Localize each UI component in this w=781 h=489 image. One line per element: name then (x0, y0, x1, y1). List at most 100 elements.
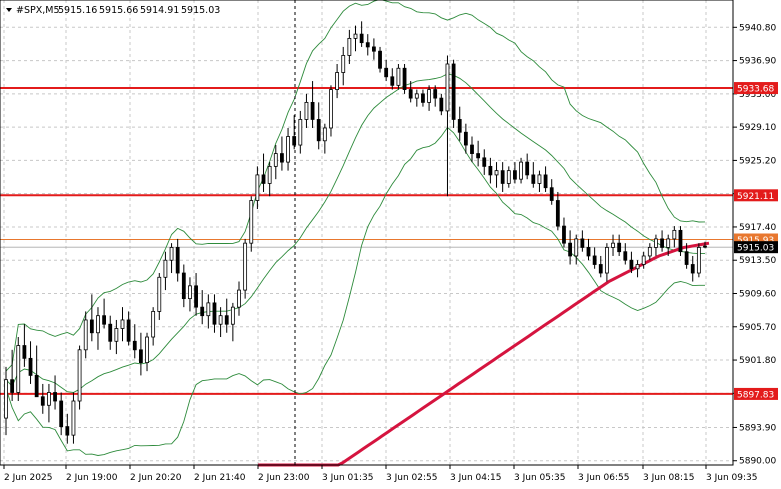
candle-body (181, 272, 186, 300)
candle-body (280, 153, 284, 163)
candle (457, 106, 462, 141)
candle-body (611, 242, 615, 248)
candle (488, 157, 493, 184)
candle-body (267, 165, 272, 184)
level-badge-label: 5915.93 (737, 236, 774, 246)
band-upper (5, 0, 706, 372)
candle (365, 34, 370, 56)
candle-body (562, 225, 566, 244)
candle-body (261, 174, 266, 184)
y-tick-label: 5929.10 (739, 123, 776, 133)
current-price-label: 5915.03 (737, 244, 774, 254)
level-badge (734, 189, 778, 202)
candle (114, 319, 119, 355)
candle (592, 247, 597, 269)
candle (316, 102, 321, 150)
level-badge-label: 5933.68 (737, 85, 774, 95)
candle-body (457, 119, 462, 133)
candle-body (365, 42, 370, 48)
candle-body (537, 174, 542, 184)
candle (157, 273, 162, 320)
candle (212, 294, 217, 333)
candle-body (316, 119, 321, 142)
candle (414, 89, 419, 107)
candle-body (506, 170, 511, 184)
candle (280, 136, 284, 171)
y-tick-label: 5940.80 (739, 23, 776, 33)
collapse-triangle-icon[interactable] (6, 8, 12, 12)
candle-body (218, 315, 223, 325)
candle (543, 166, 548, 192)
candle (562, 217, 566, 248)
candle-body (439, 97, 444, 112)
candle (531, 162, 536, 188)
candle-body (525, 161, 530, 176)
x-tick-label: 3 Jun 02:55 (386, 473, 437, 483)
candle-body (414, 93, 419, 99)
candle-body (96, 315, 100, 334)
y-tick-label: 5893.90 (739, 423, 776, 433)
y-tick-label: 5890.00 (739, 457, 776, 467)
candle-body (114, 328, 119, 342)
candle-body (696, 247, 701, 274)
candle-body (22, 345, 27, 359)
candle (273, 145, 278, 180)
x-tick-label: 3 Jun 08:15 (643, 473, 694, 483)
candle (126, 311, 131, 346)
candle (629, 251, 634, 274)
y-tick-label: 5936.90 (739, 57, 776, 67)
candle-body (16, 345, 21, 393)
candle (660, 230, 664, 252)
candle (611, 234, 615, 256)
candle-body (132, 340, 137, 351)
low-value: 5914.91 (140, 5, 179, 16)
candle-body (304, 101, 309, 120)
y-tick-label: 5913.50 (739, 256, 776, 266)
candle (40, 383, 45, 414)
candle-body (500, 170, 505, 184)
candle (684, 243, 689, 269)
candle-body (298, 119, 303, 146)
horizontal-levels (0, 87, 733, 395)
candle (433, 85, 438, 107)
x-tick-label: 3 Jun 04:15 (450, 473, 501, 483)
candle-body (292, 136, 297, 146)
candle (292, 115, 297, 150)
candle (580, 230, 585, 252)
candle-body (635, 264, 640, 270)
candle (120, 307, 125, 342)
candle (145, 332, 149, 372)
candle-body (666, 238, 671, 248)
candle (672, 226, 677, 248)
candle-body (408, 89, 413, 99)
candle (4, 366, 8, 436)
x-tick-label: 2 Jun 19:00 (66, 473, 118, 483)
candle (666, 234, 671, 256)
candle-body (175, 247, 180, 274)
candle-body (47, 392, 51, 406)
candle-body (169, 247, 174, 261)
candle (353, 25, 358, 52)
candle-body (623, 251, 628, 261)
candle-body (384, 67, 389, 78)
candle-body (163, 259, 168, 278)
candle-body (433, 89, 438, 99)
candle (310, 81, 315, 128)
level-badge (734, 387, 778, 400)
candle (604, 243, 609, 282)
candle-body (347, 37, 352, 56)
candle (22, 324, 27, 367)
y-tick-label: 5933.00 (739, 90, 776, 100)
candle-body (145, 336, 149, 364)
candle (635, 260, 640, 278)
band-lower (5, 126, 705, 456)
candle-body (629, 259, 634, 270)
candle-body (40, 396, 45, 406)
candle (690, 255, 695, 282)
candle-body (65, 426, 70, 436)
y-tick-label: 5925.20 (739, 156, 776, 166)
candle (703, 241, 707, 249)
candle (206, 294, 211, 329)
candle (261, 153, 266, 192)
